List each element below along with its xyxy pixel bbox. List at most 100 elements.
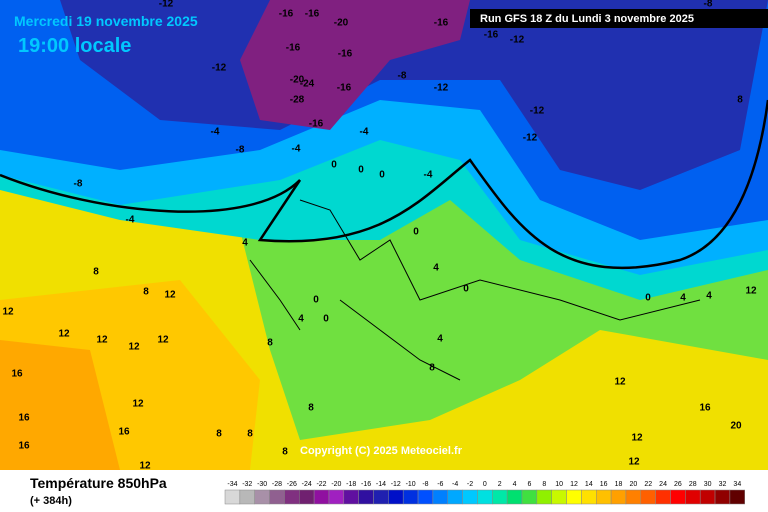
legend-swatch bbox=[521, 489, 538, 505]
contour-label: 20 bbox=[730, 421, 742, 432]
legend-swatch bbox=[596, 489, 612, 505]
contour-label: -16 bbox=[309, 119, 324, 130]
legend-swatch bbox=[625, 489, 642, 505]
contour-label: 12 bbox=[745, 286, 757, 297]
field-name: Température 850hPa bbox=[30, 475, 167, 491]
legend-tick-label: -12 bbox=[391, 481, 401, 488]
arctic-zone bbox=[240, 0, 470, 130]
legend-tick-label: -4 bbox=[452, 481, 458, 488]
contour-label: -12 bbox=[510, 35, 525, 46]
contour-label: 4 bbox=[242, 238, 248, 249]
forecast-date: Mercredi 19 novembre 2025 bbox=[14, 13, 198, 29]
legend-tick-label: -8 bbox=[422, 481, 428, 488]
contour-label: -12 bbox=[530, 106, 545, 117]
legend-swatch bbox=[358, 489, 374, 505]
contour-label: 4 bbox=[437, 334, 443, 345]
contour-label: 0 bbox=[313, 295, 319, 306]
legend-tick-label: 20 bbox=[629, 481, 637, 488]
forecast-time: 19:00 locale bbox=[18, 35, 131, 57]
legend-tick-label: 12 bbox=[570, 481, 578, 488]
contour-label: 16 bbox=[18, 413, 30, 424]
contour-label: 12 bbox=[2, 307, 14, 318]
legend-swatch bbox=[299, 489, 315, 505]
legend-tick-label: 4 bbox=[513, 481, 517, 488]
copyright: Copyright (C) 2025 Meteociel.fr bbox=[300, 445, 463, 457]
contour-label: -8 bbox=[704, 0, 713, 10]
contour-label: -4 bbox=[126, 215, 135, 226]
legend-tick-label: 10 bbox=[555, 481, 563, 488]
contour-label: 0 bbox=[645, 293, 651, 304]
legend-swatch bbox=[714, 489, 731, 505]
contour-label: -4 bbox=[424, 170, 433, 181]
coastline bbox=[249, 199, 701, 381]
contour-label: 8 bbox=[93, 267, 99, 278]
legend-tick-label: -24 bbox=[302, 481, 312, 488]
contour-label: -16 bbox=[484, 30, 499, 41]
contour-label: 12 bbox=[96, 335, 108, 346]
contour-label: 0 bbox=[358, 165, 364, 176]
contour-label: -12 bbox=[212, 63, 227, 74]
contour-label: -12 bbox=[523, 133, 538, 144]
contour-label: -8 bbox=[398, 71, 407, 82]
contour-label: 0 bbox=[379, 170, 385, 181]
lead-time: (+ 384h) bbox=[30, 495, 72, 507]
legend-tick-label: -34 bbox=[227, 481, 237, 488]
legend-swatch bbox=[640, 489, 656, 505]
contour-label: -8 bbox=[74, 179, 83, 190]
legend-tick-label: 0 bbox=[483, 481, 487, 488]
legend-swatch bbox=[699, 489, 716, 505]
contour-label: -28 bbox=[290, 95, 305, 106]
contour-label: -24 bbox=[300, 79, 315, 90]
contour-label: -20 bbox=[334, 18, 349, 29]
contour-label: 16 bbox=[699, 403, 711, 414]
legend-swatch bbox=[432, 489, 448, 505]
legend-swatch bbox=[373, 489, 389, 505]
contour-label: 8 bbox=[308, 403, 314, 414]
run-box bbox=[470, 9, 768, 28]
zero-isotherm bbox=[0, 99, 768, 270]
contour-label: 8 bbox=[429, 363, 435, 374]
very-cold-zone bbox=[60, 0, 768, 190]
contour-label: 12 bbox=[128, 342, 140, 353]
contour-label: -12 bbox=[159, 0, 174, 10]
legend-swatch bbox=[447, 489, 463, 505]
legend-swatch bbox=[417, 489, 434, 505]
legend-tick-label: 6 bbox=[527, 481, 531, 488]
contour-label: -16 bbox=[434, 18, 449, 29]
legend-tick-label: -28 bbox=[272, 481, 282, 488]
contour-label: 8 bbox=[143, 287, 149, 298]
legend-swatch bbox=[239, 489, 255, 505]
legend-tick-label: 34 bbox=[733, 481, 741, 488]
contour-label: -16 bbox=[337, 83, 352, 94]
contour-label: 0 bbox=[323, 314, 329, 325]
contour-label: 16 bbox=[18, 441, 30, 452]
contour-label: 0 bbox=[463, 284, 469, 295]
contour-label: -12 bbox=[434, 83, 449, 94]
legend-tick-label: -14 bbox=[376, 481, 386, 488]
legend-swatch bbox=[284, 489, 300, 505]
contour-label: 4 bbox=[706, 291, 712, 302]
legend-swatch bbox=[343, 489, 359, 505]
legend-tick-label: 32 bbox=[719, 481, 727, 488]
legend-tick-label: 28 bbox=[689, 481, 697, 488]
legend-tick-label: -20 bbox=[331, 481, 341, 488]
contour-label: 0 bbox=[331, 160, 337, 171]
legend-swatch bbox=[269, 489, 285, 505]
contour-label: 0 bbox=[413, 227, 419, 238]
legend-tick-label: 2 bbox=[498, 481, 502, 488]
contour-label: -20 bbox=[290, 75, 305, 86]
contour-label: 8 bbox=[216, 429, 222, 440]
legend-tick-label: 24 bbox=[659, 481, 667, 488]
legend-swatch bbox=[729, 489, 746, 505]
contour-label: 12 bbox=[132, 399, 144, 410]
contour-label: 12 bbox=[628, 457, 640, 468]
warm-zone bbox=[0, 340, 120, 470]
legend-swatch bbox=[610, 489, 627, 505]
legend-tick-label: -6 bbox=[437, 481, 443, 488]
legend-swatch bbox=[477, 489, 493, 505]
legend-tick-label: 8 bbox=[542, 481, 546, 488]
legend-tick-label: -16 bbox=[361, 481, 371, 488]
legend-swatch bbox=[581, 489, 597, 505]
